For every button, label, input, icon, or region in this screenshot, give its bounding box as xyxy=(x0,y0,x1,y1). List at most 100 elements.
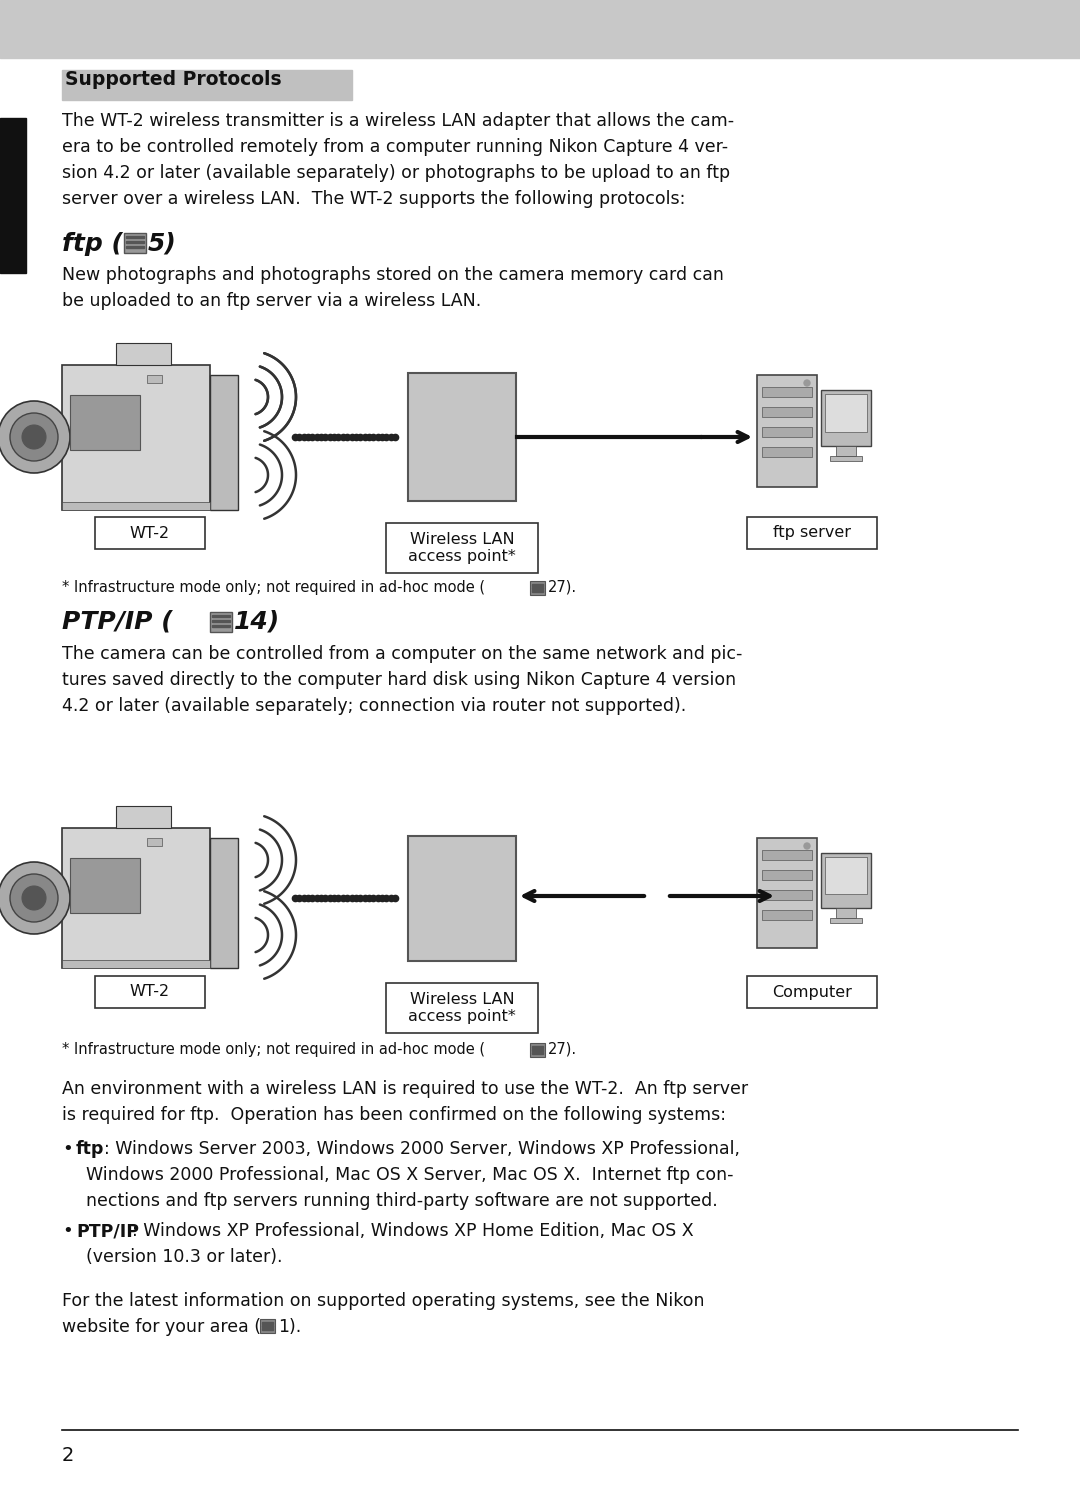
Text: •: • xyxy=(62,1140,72,1158)
Bar xyxy=(530,581,545,594)
Bar xyxy=(62,960,210,967)
Bar xyxy=(747,517,877,548)
Bar xyxy=(532,590,543,591)
Bar xyxy=(762,386,812,397)
Bar xyxy=(821,389,870,446)
Bar xyxy=(532,1046,543,1048)
Text: 2: 2 xyxy=(62,1446,75,1465)
Bar xyxy=(825,394,867,432)
Bar xyxy=(70,857,140,912)
Text: 5): 5) xyxy=(148,232,177,256)
Text: An environment with a wireless LAN is required to use the WT-2.  An ftp server: An environment with a wireless LAN is re… xyxy=(62,1080,748,1098)
Bar xyxy=(147,838,162,846)
Text: WT-2: WT-2 xyxy=(130,526,170,541)
Text: nections and ftp servers running third-party software are not supported.: nections and ftp servers running third-p… xyxy=(86,1192,718,1210)
Text: Wireless LAN: Wireless LAN xyxy=(409,993,514,1008)
Text: * Infrastructure mode only; not required in ad-hoc mode (: * Infrastructure mode only; not required… xyxy=(62,580,485,594)
Bar xyxy=(210,838,238,967)
Bar xyxy=(147,374,162,383)
Bar xyxy=(762,447,812,458)
Text: website for your area (: website for your area ( xyxy=(62,1318,261,1336)
Bar xyxy=(762,869,812,880)
Bar xyxy=(762,909,812,920)
Bar xyxy=(95,517,205,548)
Bar xyxy=(831,918,862,923)
Bar xyxy=(836,446,856,456)
Bar xyxy=(762,407,812,418)
Text: ftp: ftp xyxy=(76,1140,105,1158)
Bar xyxy=(831,456,862,461)
Bar xyxy=(62,70,352,100)
Text: 4.2 or later (available separately; connection via router not supported).: 4.2 or later (available separately; conn… xyxy=(62,697,686,715)
Text: •: • xyxy=(62,1221,72,1239)
Bar xyxy=(116,343,171,366)
Bar xyxy=(62,502,210,510)
Bar xyxy=(260,1320,275,1333)
Bar xyxy=(262,1326,273,1327)
Bar xyxy=(836,908,856,918)
Text: tures saved directly to the computer hard disk using Nikon Capture 4 version: tures saved directly to the computer har… xyxy=(62,672,737,690)
Circle shape xyxy=(10,874,58,921)
Text: access point*: access point* xyxy=(408,1009,516,1024)
Bar xyxy=(532,1049,543,1051)
Text: Computer: Computer xyxy=(772,985,852,1000)
Text: Supported Protocols: Supported Protocols xyxy=(65,70,282,89)
Circle shape xyxy=(22,425,46,449)
Text: 14): 14) xyxy=(234,609,280,635)
Bar xyxy=(757,374,816,487)
Bar xyxy=(62,366,210,510)
Text: access point*: access point* xyxy=(408,550,516,565)
Text: The camera can be controlled from a computer on the same network and pic-: The camera can be controlled from a comp… xyxy=(62,645,742,663)
Bar xyxy=(212,626,230,627)
Text: (version 10.3 or later).: (version 10.3 or later). xyxy=(86,1248,283,1266)
Bar xyxy=(825,857,867,895)
Bar xyxy=(747,976,877,1008)
Bar xyxy=(0,0,1080,58)
Bar xyxy=(210,612,232,632)
Text: be uploaded to an ftp server via a wireless LAN.: be uploaded to an ftp server via a wirel… xyxy=(62,293,482,311)
Circle shape xyxy=(804,843,810,849)
Bar xyxy=(0,117,26,273)
Bar xyxy=(408,373,516,501)
Text: 27).: 27). xyxy=(548,1042,577,1057)
Bar xyxy=(532,584,543,585)
Text: PTP/IP (: PTP/IP ( xyxy=(62,609,173,635)
Bar xyxy=(821,853,870,908)
Circle shape xyxy=(22,886,46,909)
Bar xyxy=(532,587,543,588)
Bar xyxy=(126,247,144,248)
Bar xyxy=(262,1328,273,1330)
Bar xyxy=(212,620,230,623)
Bar xyxy=(212,615,230,617)
Bar xyxy=(762,426,812,437)
Bar xyxy=(210,374,238,510)
Circle shape xyxy=(0,401,70,473)
Text: New photographs and photographs stored on the camera memory card can: New photographs and photographs stored o… xyxy=(62,266,724,284)
Bar xyxy=(95,976,205,1008)
Bar xyxy=(757,838,816,948)
Text: ftp server: ftp server xyxy=(773,526,851,541)
Bar xyxy=(530,1043,545,1057)
Bar xyxy=(126,236,144,238)
Bar xyxy=(116,805,171,828)
Bar xyxy=(532,1052,543,1054)
Text: The WT-2 wireless transmitter is a wireless LAN adapter that allows the cam-: The WT-2 wireless transmitter is a wirel… xyxy=(62,111,734,129)
Text: Windows 2000 Professional, Mac OS X Server, Mac OS X.  Internet ftp con-: Windows 2000 Professional, Mac OS X Serv… xyxy=(86,1167,733,1184)
Text: is required for ftp.  Operation has been confirmed on the following systems:: is required for ftp. Operation has been … xyxy=(62,1106,726,1123)
Text: ftp (: ftp ( xyxy=(62,232,123,256)
Bar xyxy=(262,1323,273,1324)
Text: : Windows Server 2003, Windows 2000 Server, Windows XP Professional,: : Windows Server 2003, Windows 2000 Serv… xyxy=(104,1140,740,1158)
Circle shape xyxy=(0,862,70,935)
Bar xyxy=(124,233,146,253)
Text: WT-2: WT-2 xyxy=(130,985,170,1000)
Bar xyxy=(126,241,144,244)
Text: PTP/IP: PTP/IP xyxy=(76,1221,139,1239)
Text: era to be controlled remotely from a computer running Nikon Capture 4 ver-: era to be controlled remotely from a com… xyxy=(62,138,728,156)
Text: For the latest information on supported operating systems, see the Nikon: For the latest information on supported … xyxy=(62,1291,704,1311)
Text: Wireless LAN: Wireless LAN xyxy=(409,532,514,547)
Bar xyxy=(386,523,538,574)
Text: 1).: 1). xyxy=(278,1318,301,1336)
Circle shape xyxy=(10,413,58,461)
Bar xyxy=(62,828,210,967)
Text: server over a wireless LAN.  The WT-2 supports the following protocols:: server over a wireless LAN. The WT-2 sup… xyxy=(62,190,686,208)
